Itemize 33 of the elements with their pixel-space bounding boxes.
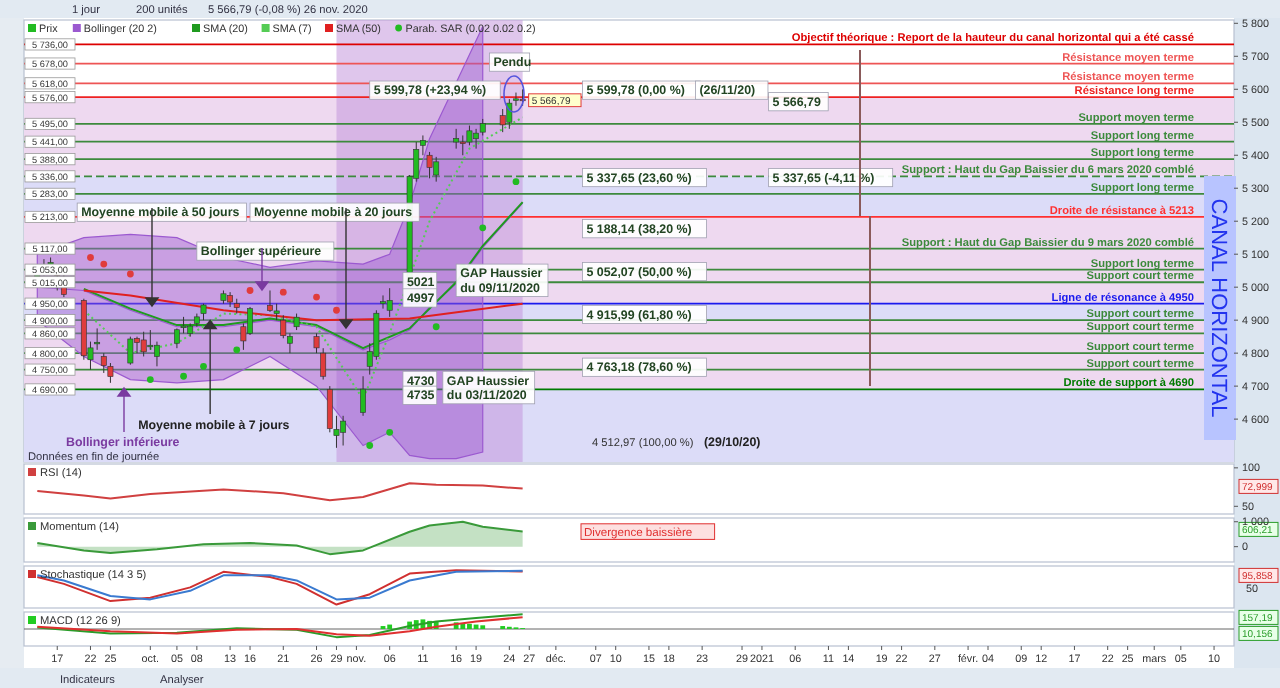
candlestick xyxy=(227,291,233,308)
point xyxy=(333,306,340,314)
candlestick xyxy=(340,415,347,447)
candlestick xyxy=(506,98,513,130)
candlestick xyxy=(453,128,460,150)
candlestick xyxy=(459,134,466,156)
point xyxy=(87,254,94,261)
annotation: CANAL HORIZONTAL xyxy=(1206,198,1230,418)
point xyxy=(146,376,154,383)
candlestick xyxy=(127,336,134,366)
point xyxy=(180,372,187,380)
point xyxy=(313,293,320,301)
point xyxy=(479,224,487,232)
candlestick xyxy=(140,331,147,357)
point xyxy=(246,287,254,294)
candlestick xyxy=(380,294,386,310)
line-series xyxy=(82,289,524,322)
candlestick xyxy=(267,289,273,313)
candlestick xyxy=(360,375,366,417)
point xyxy=(279,288,287,296)
candlestick xyxy=(386,287,393,318)
candlestick xyxy=(433,156,440,183)
point xyxy=(100,260,108,268)
candlestick xyxy=(426,151,433,179)
line-series xyxy=(36,482,524,502)
point xyxy=(432,323,440,331)
point xyxy=(126,270,134,278)
point xyxy=(386,428,394,436)
point xyxy=(512,178,520,186)
point xyxy=(366,442,374,449)
candlestick xyxy=(147,329,154,351)
point xyxy=(233,346,241,354)
point xyxy=(200,362,207,370)
